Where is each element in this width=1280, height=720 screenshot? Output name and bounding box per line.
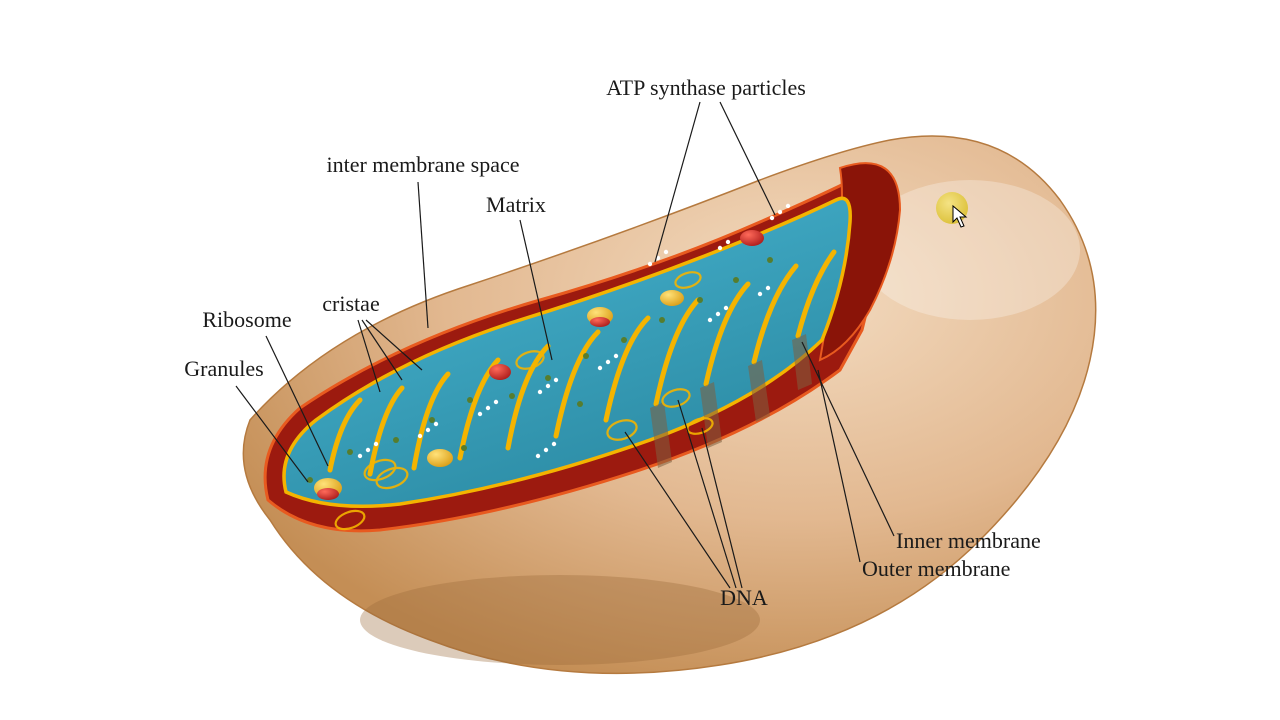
label-inner: Inner membrane: [896, 528, 1041, 553]
label-granules: Granules: [184, 356, 263, 381]
label-dna: DNA: [720, 585, 768, 610]
mitochondrion-diagram: ATP synthase particles inter membrane sp…: [0, 0, 1280, 720]
label-ims: inter membrane space: [326, 152, 519, 177]
label-atp: ATP synthase particles: [606, 75, 806, 100]
label-cristae: cristae: [322, 291, 379, 316]
label-outer: Outer membrane: [862, 556, 1010, 581]
label-matrix: Matrix: [486, 192, 546, 217]
label-ribosome: Ribosome: [202, 307, 291, 332]
